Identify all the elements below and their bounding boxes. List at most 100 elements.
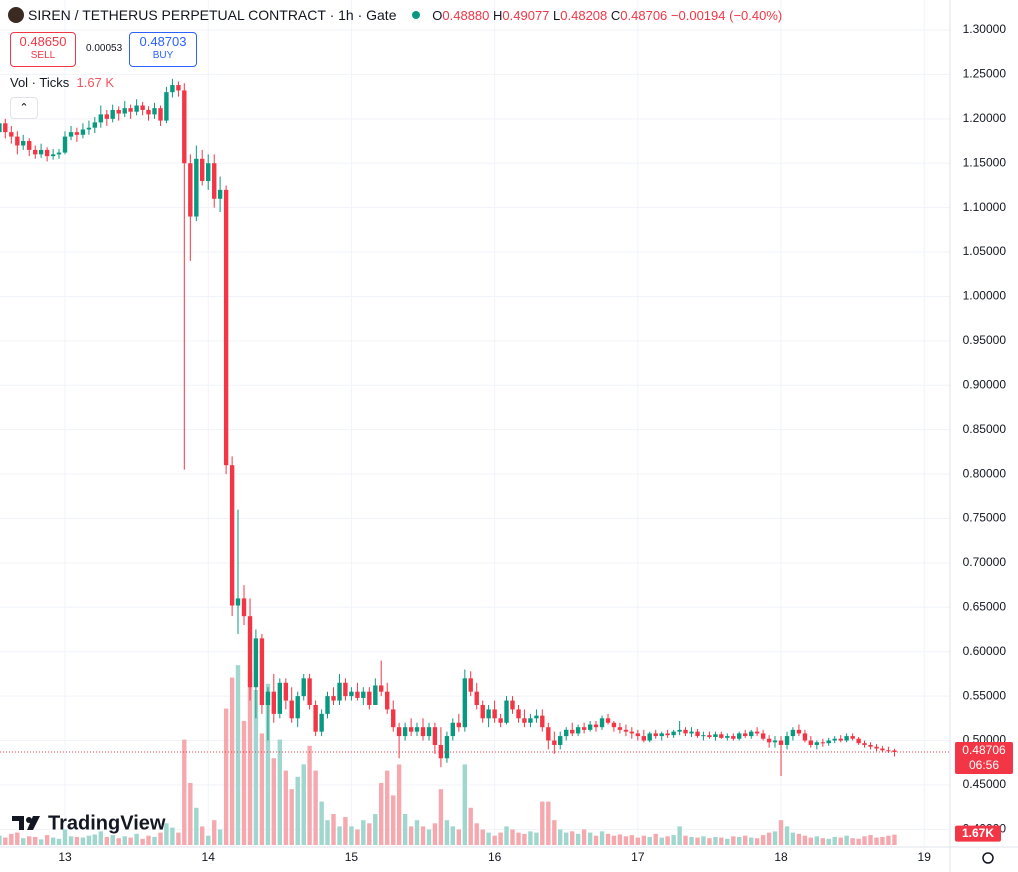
volume-bar (641, 835, 647, 845)
buy-label: BUY (152, 50, 174, 61)
candle-body (534, 715, 539, 719)
candle-body (683, 729, 688, 734)
sell-button[interactable]: 0.48650 SELL (10, 32, 76, 67)
candle-body (80, 129, 86, 135)
volume-bar (629, 835, 635, 845)
volume-bar (38, 839, 44, 845)
volume-bar (444, 820, 450, 845)
candle-body (874, 746, 879, 749)
volume-bar (850, 838, 855, 845)
volume-bar (504, 826, 509, 845)
countdown-label: 06:56 (969, 758, 999, 772)
volume-bar (319, 801, 324, 845)
buy-price: 0.48703 (139, 34, 187, 49)
volume-bar (200, 826, 205, 845)
volume-bar (223, 708, 229, 845)
candle-body (784, 736, 790, 745)
candle-body (689, 731, 694, 734)
volume-bar (86, 835, 92, 845)
candle-body (307, 678, 312, 705)
volume-bar (104, 836, 110, 845)
candle-body (277, 682, 283, 714)
candle-body (50, 154, 56, 157)
volume-bar (241, 721, 247, 845)
candle-body (15, 136, 20, 146)
y-tick-label: 1.15000 (963, 155, 1007, 169)
ohlc-legend: O0.48880 H0.49077 L0.48208 C0.48706 −0.0… (432, 8, 782, 23)
candle-body (796, 729, 802, 734)
volume-bar (122, 836, 127, 845)
volume-bar (271, 758, 277, 845)
volume-bar (647, 836, 652, 845)
candle-body (379, 685, 384, 692)
candle-body (188, 163, 193, 217)
volume-bar (164, 823, 169, 845)
volume-bar (772, 831, 778, 845)
candle-body (56, 152, 62, 155)
volume-bar (659, 837, 664, 845)
sell-price: 0.48650 (19, 34, 67, 49)
market-status (412, 11, 421, 19)
candle-body (701, 735, 706, 737)
candle-body (731, 736, 736, 739)
candle-body (605, 718, 611, 723)
volume-bar (235, 665, 241, 845)
candle-body (271, 691, 277, 714)
volume-bar (617, 834, 623, 845)
last-volume-label: 1.67K (962, 826, 994, 840)
volume-bar (229, 677, 235, 845)
candle-body (880, 748, 885, 751)
volume-bar (194, 807, 199, 845)
volume-bar (593, 835, 599, 845)
candle-body (68, 132, 74, 137)
candle-body (44, 149, 50, 157)
candle-body (92, 122, 97, 128)
candle-body (444, 736, 450, 759)
buy-button[interactable]: 0.48703 BUY (129, 32, 197, 67)
candle-body (206, 163, 211, 181)
legend-value: 0.48208 (560, 8, 608, 23)
candle-body (844, 736, 849, 741)
candle-body (659, 733, 664, 737)
volume-bar (408, 826, 414, 845)
legend-key: L (553, 8, 561, 23)
candle-body (116, 109, 121, 114)
last-price-box (955, 742, 1013, 775)
volume-bar (486, 832, 491, 845)
candle-body (892, 750, 897, 753)
volume-bar (635, 837, 641, 845)
volume-bar (134, 833, 139, 845)
header: SIREN / TETHERUS PERPETUAL CONTRACT · 1h… (8, 7, 782, 23)
volume-bar (110, 835, 115, 845)
volume-bar (0, 835, 2, 845)
x-tick-label: 17 (631, 850, 645, 864)
candle-body (414, 727, 420, 732)
candle-body (164, 92, 169, 121)
volume-bar (671, 835, 676, 845)
y-tick-label: 0.80000 (963, 466, 1007, 480)
volume-bar (581, 829, 587, 845)
candle-body (617, 727, 623, 730)
candle-body (98, 114, 104, 123)
volume-bar (546, 801, 551, 845)
candle-body (396, 727, 402, 737)
candle-body (152, 108, 157, 115)
candle-body (641, 736, 647, 741)
candle-body (510, 700, 515, 710)
candle-body (194, 158, 199, 217)
volume-bar (743, 835, 748, 845)
collapse-button[interactable]: ⌃ (10, 97, 38, 119)
candle-body (170, 85, 175, 93)
y-tick-label: 0.65000 (963, 599, 1007, 613)
volume-bar (170, 827, 175, 845)
volume-bar (838, 837, 843, 845)
candle-body (110, 109, 115, 119)
y-tick-label: 0.95000 (963, 333, 1007, 347)
volume-bar (707, 838, 712, 845)
volume-bar (140, 838, 145, 845)
candle-body (241, 598, 247, 617)
candle-body (832, 738, 837, 741)
volume-legend-name: Vol · Ticks (10, 75, 70, 90)
volume-bar (373, 814, 378, 845)
candle-body (856, 738, 861, 744)
